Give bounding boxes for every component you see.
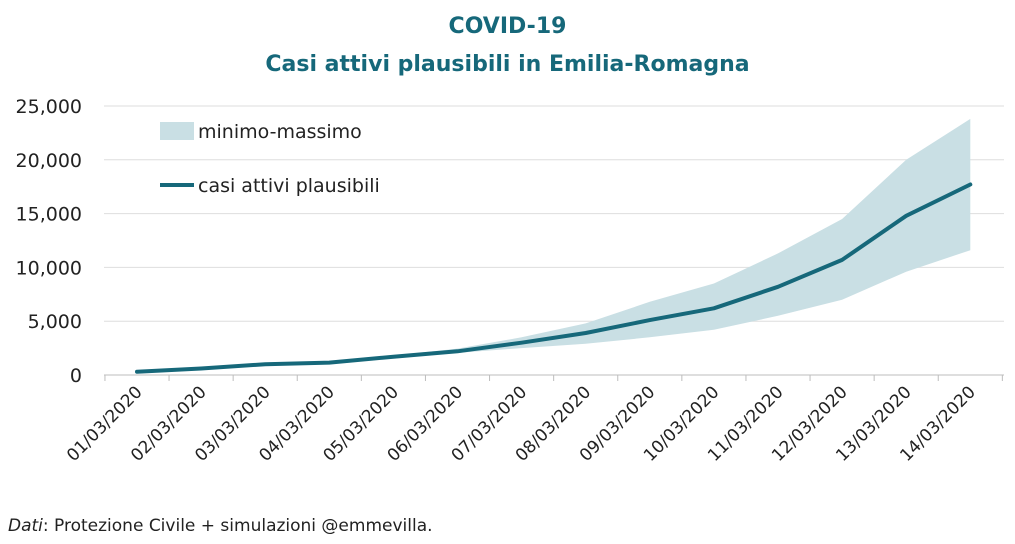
- y-tick-label: 20,000: [16, 150, 82, 172]
- y-tick-label: 5,000: [28, 311, 82, 333]
- legend-swatch-band: [160, 122, 194, 140]
- series-line-group: [135, 182, 973, 374]
- min-max-band: [137, 118, 971, 372]
- legend: minimo-massimo casi attivi plausibili: [160, 121, 380, 197]
- data-source-note: Dati: Protezione Civile + simulazioni @e…: [8, 516, 433, 536]
- y-tick-label: 0: [70, 365, 82, 387]
- y-tick-label: 15,000: [16, 204, 82, 226]
- legend-label-line: casi attivi plausibili: [198, 175, 380, 197]
- chart-title: COVID-19: [448, 14, 567, 39]
- source-text: : Protezione Civile + simulazioni @emmev…: [42, 516, 433, 536]
- chart-subtitle: Casi attivi plausibili in Emilia-Romagna: [265, 52, 750, 77]
- y-tick-label: 25,000: [16, 96, 82, 118]
- series-line: [135, 182, 973, 374]
- legend-label-band: minimo-massimo: [198, 121, 362, 143]
- y-axis: 0 5,000 10,000 15,000 20,000 25,000: [16, 96, 82, 387]
- x-axis: 01/03/202002/03/202003/03/202004/03/2020…: [63, 375, 1003, 466]
- band-area: [137, 118, 971, 372]
- source-prefix: Dati: [8, 516, 43, 536]
- y-tick-label: 10,000: [16, 257, 82, 279]
